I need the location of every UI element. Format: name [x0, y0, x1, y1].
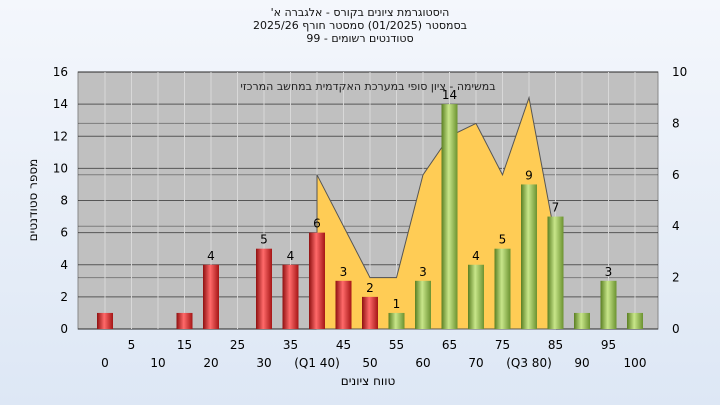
y2-tick-label: 6 — [672, 168, 680, 182]
y-tick-label: 12 — [53, 129, 68, 143]
y-tick-label: 0 — [60, 322, 68, 336]
data-label: 5 — [499, 233, 507, 247]
data-label: 1 — [393, 297, 401, 311]
x-tick-label: 0 — [101, 356, 109, 370]
data-label: 5 — [260, 233, 268, 247]
bar — [547, 216, 564, 329]
data-label: 7 — [552, 201, 560, 215]
bar — [203, 264, 219, 329]
y-tick-label: 10 — [53, 161, 68, 175]
bar — [388, 312, 405, 329]
y2-tick-label: 8 — [672, 116, 680, 130]
bar — [494, 248, 511, 329]
data-label: 3 — [605, 265, 613, 279]
y2-tick-label: 4 — [672, 219, 680, 233]
chart-title: היסטוגרמת ציונים בקורס - אלגברה א' בסמסט… — [0, 6, 720, 45]
data-label: 4 — [207, 249, 215, 263]
x-tick-label: 55 — [389, 338, 404, 352]
bar — [468, 264, 484, 329]
y-tick-label: 2 — [60, 290, 68, 304]
data-label: 4 — [287, 249, 295, 263]
bar — [176, 312, 193, 329]
x-tick-label: 20 — [203, 356, 218, 370]
y-tick-label: 16 — [53, 65, 68, 79]
x-tick-label: 90 — [574, 356, 589, 370]
title-line-3: סטודנטים רשומים - 99 — [306, 32, 414, 45]
x-tick-label: 75 — [495, 338, 510, 352]
x-axis-label: טווח ציונים — [341, 374, 396, 388]
y2-tick-label: 10 — [672, 65, 687, 79]
x-tick-label: 25 — [230, 338, 245, 352]
bar — [600, 280, 617, 329]
x-tick-label: 30 — [256, 356, 271, 370]
data-label: 14 — [442, 88, 457, 102]
bar — [441, 104, 458, 329]
y-tick-label: 14 — [53, 97, 68, 111]
data-label: 3 — [419, 265, 427, 279]
title-line-1: היסטוגרמת ציונים בקורס - אלגברה א' — [270, 6, 450, 19]
x-tick-label: 85 — [548, 338, 563, 352]
data-label: 4 — [472, 249, 480, 263]
y2-tick-label: 0 — [672, 322, 680, 336]
y-tick-label: 4 — [60, 258, 68, 272]
bar — [282, 264, 299, 329]
y-tick-label: 6 — [60, 226, 68, 240]
bar — [362, 296, 378, 329]
x-tick-label: 15 — [177, 338, 192, 352]
bar — [574, 312, 590, 329]
bar — [309, 232, 325, 329]
x-tick-label: 70 — [468, 356, 483, 370]
y-axis-label: מספר סטודנטים — [26, 159, 40, 242]
x-tick-label: 65 — [442, 338, 457, 352]
x-tick-label: 95 — [601, 338, 616, 352]
bar — [256, 248, 272, 329]
annotation: במשימה - ציון סופי במערכת האקדמית במחשב … — [240, 80, 495, 93]
data-label: 3 — [340, 265, 348, 279]
bar — [97, 312, 113, 329]
bar — [415, 280, 431, 329]
x-tick-label: (Q3 80) — [506, 356, 552, 370]
x-tick-label: 5 — [128, 338, 136, 352]
bar — [627, 312, 643, 329]
title-line-2: בסמסטר (01/2025) סמסטר חורף 2025/26 — [253, 19, 467, 32]
x-tick-label: 10 — [150, 356, 165, 370]
x-tick-label: 60 — [415, 356, 430, 370]
bar — [335, 280, 352, 329]
x-tick-label: (Q1 40) — [294, 356, 340, 370]
x-tick-label: 100 — [624, 356, 647, 370]
data-label: 9 — [525, 168, 533, 182]
x-tick-label: 35 — [283, 338, 298, 352]
bar — [521, 184, 537, 329]
y2-tick-label: 2 — [672, 271, 680, 285]
x-tick-label: 45 — [336, 338, 351, 352]
data-label: 2 — [366, 281, 374, 295]
y-tick-label: 8 — [60, 194, 68, 208]
x-tick-label: 50 — [362, 356, 377, 370]
data-label: 6 — [313, 217, 321, 231]
